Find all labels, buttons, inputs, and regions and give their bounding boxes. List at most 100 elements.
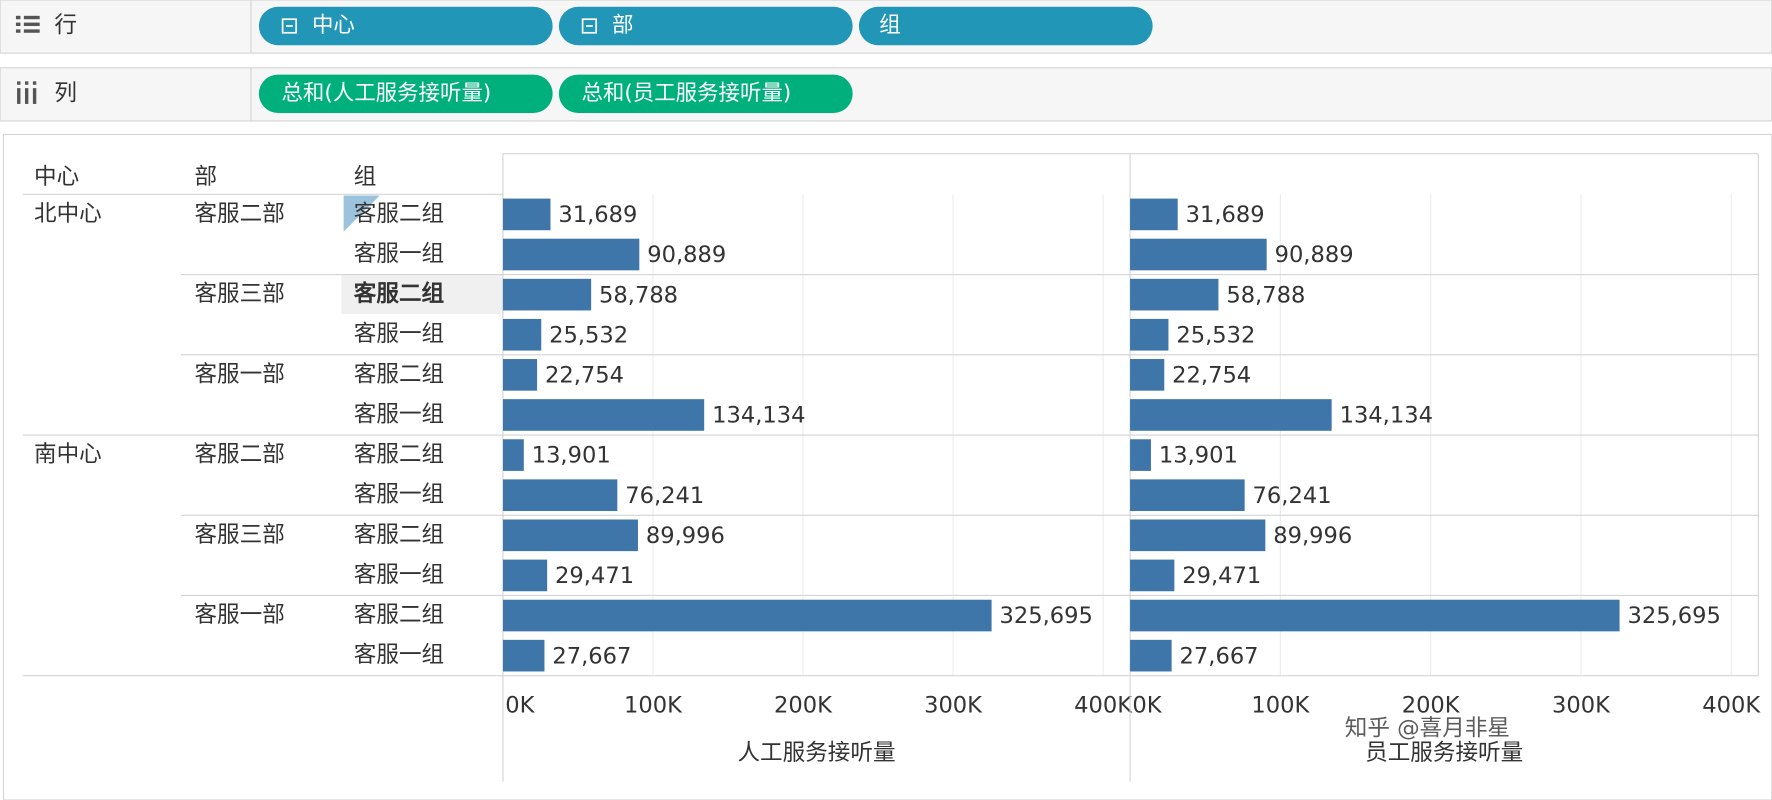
- selection-marker: [343, 195, 380, 232]
- value-label: 325,695: [1627, 603, 1720, 629]
- value-label: 13,901: [1159, 443, 1238, 469]
- group-label[interactable]: 客服二组: [354, 280, 445, 307]
- bar[interactable]: [502, 639, 545, 672]
- bar[interactable]: [1130, 399, 1332, 431]
- center-label: 北中心: [34, 201, 102, 227]
- value-label: 134,134: [1340, 403, 1433, 429]
- value-label: 89,996: [646, 523, 725, 549]
- columns-icon: [17, 81, 37, 104]
- rows-icon: [15, 15, 40, 33]
- pill-label: 中心: [312, 13, 355, 38]
- value-label: 27,667: [1180, 643, 1259, 669]
- value-label: 13,901: [532, 443, 611, 469]
- value-label: 25,532: [1176, 322, 1255, 348]
- rows-shelf-label: 行: [54, 12, 77, 38]
- group-label[interactable]: 客服二组: [354, 602, 444, 628]
- pill[interactable]: [258, 74, 553, 113]
- group-label[interactable]: 客服一组: [354, 241, 444, 267]
- value-label: 134,134: [712, 403, 805, 429]
- value-label: 76,241: [625, 483, 704, 509]
- bar[interactable]: [502, 479, 618, 512]
- group-label[interactable]: 客服二组: [354, 522, 444, 548]
- value-label: 325,695: [999, 603, 1092, 629]
- collapse-icon: [281, 18, 298, 34]
- pill-label: 总和(员工服务接听量): [581, 81, 791, 106]
- value-label: 76,241: [1253, 483, 1332, 509]
- bar[interactable]: [502, 559, 548, 592]
- pill[interactable]: [258, 6, 553, 46]
- dept-label: 客服一部: [194, 602, 284, 628]
- bar[interactable]: [1130, 439, 1151, 471]
- column-header: 中心: [34, 164, 79, 190]
- group-label[interactable]: 客服一组: [354, 321, 444, 347]
- bar[interactable]: [502, 359, 538, 391]
- bar[interactable]: [1130, 559, 1175, 592]
- dept-label: 客服三部: [194, 281, 284, 307]
- value-label: 29,471: [1182, 563, 1261, 589]
- bar[interactable]: [502, 318, 542, 351]
- pill[interactable]: [558, 74, 853, 113]
- collapse-icon: [581, 18, 598, 34]
- bar[interactable]: [502, 399, 705, 431]
- bar[interactable]: [1130, 318, 1169, 351]
- pill[interactable]: [558, 6, 853, 46]
- bar[interactable]: [1130, 278, 1219, 311]
- pill-label: 部: [612, 13, 633, 38]
- bar[interactable]: [1130, 238, 1267, 271]
- dept-label: 客服一部: [194, 361, 284, 387]
- value-label: 29,471: [555, 563, 634, 589]
- bar[interactable]: [502, 238, 640, 271]
- value-label: 27,667: [552, 643, 631, 669]
- bar[interactable]: [502, 278, 592, 311]
- x-tick-label: 200K: [1402, 693, 1461, 719]
- bar[interactable]: [1130, 359, 1165, 391]
- bar[interactable]: [502, 439, 524, 471]
- column-header: 部: [194, 164, 217, 190]
- x-tick-label: 300K: [924, 693, 983, 719]
- dept-label: 客服三部: [194, 522, 284, 548]
- value-label: 25,532: [549, 322, 628, 348]
- x-tick-label: 200K: [774, 693, 833, 719]
- group-label[interactable]: 客服二组: [354, 442, 444, 468]
- group-label[interactable]: 客服二组: [354, 201, 444, 227]
- pill-label: 组: [879, 13, 900, 38]
- bar[interactable]: [502, 599, 992, 632]
- group-label[interactable]: 客服二组: [354, 361, 444, 387]
- x-tick-label: 0K: [505, 693, 535, 719]
- x-tick-label: 400K: [1702, 693, 1761, 719]
- bar[interactable]: [1130, 479, 1245, 512]
- x-tick-label: 100K: [1251, 693, 1310, 719]
- group-label[interactable]: 客服一组: [354, 482, 444, 508]
- value-label: 31,689: [558, 202, 637, 228]
- group-label[interactable]: 客服一组: [354, 562, 444, 588]
- columns-shelf-label: 列: [54, 80, 77, 106]
- x-tick-label: 400K: [1074, 693, 1133, 719]
- axis-title: 员工服务接听量: [1365, 740, 1523, 766]
- center-label: 南中心: [34, 442, 102, 468]
- value-label: 31,689: [1186, 202, 1265, 228]
- value-label: 22,754: [1172, 362, 1251, 388]
- pill-label: 总和(人工服务接听量): [281, 81, 491, 106]
- bar[interactable]: [1130, 198, 1178, 231]
- pill[interactable]: [858, 6, 1153, 46]
- bar[interactable]: [502, 519, 638, 552]
- group-label[interactable]: 客服一组: [354, 642, 444, 668]
- column-header: 组: [354, 164, 377, 190]
- selected-row-highlight: [341, 274, 503, 315]
- group-label[interactable]: 客服一组: [354, 401, 444, 427]
- dept-label: 客服二部: [194, 201, 284, 227]
- x-tick-label: 100K: [624, 693, 683, 719]
- watermark: 知乎 @喜月非星: [1345, 715, 1510, 741]
- value-label: 90,889: [647, 242, 726, 268]
- view-area: [2, 133, 1772, 800]
- bar[interactable]: [1130, 639, 1172, 672]
- value-label: 58,788: [599, 282, 678, 308]
- dept-label: 客服二部: [194, 442, 284, 468]
- x-tick-label: 300K: [1552, 693, 1611, 719]
- bar[interactable]: [1130, 599, 1620, 632]
- bar[interactable]: [502, 198, 551, 231]
- bar[interactable]: [1130, 519, 1266, 552]
- value-label: 58,788: [1226, 282, 1305, 308]
